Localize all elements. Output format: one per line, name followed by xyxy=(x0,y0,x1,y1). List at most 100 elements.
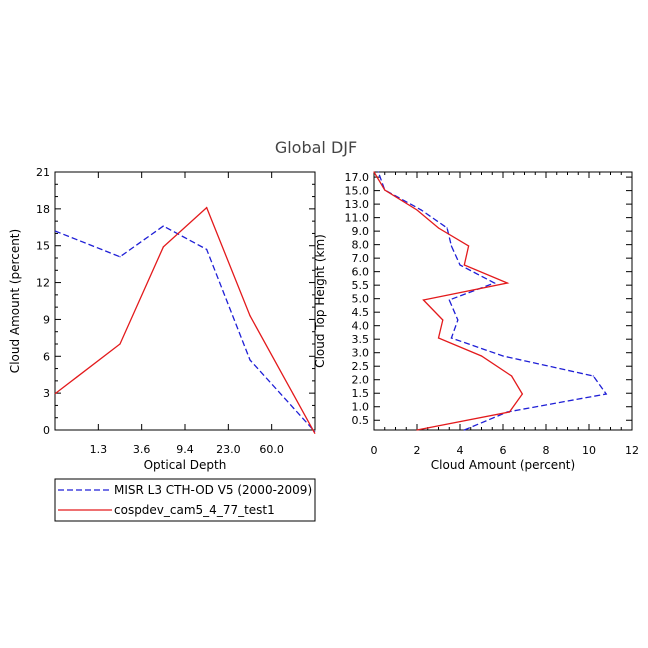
left-x-tick-label: 3.6 xyxy=(133,443,151,456)
left-plot-frame xyxy=(54,171,316,431)
right-y-tick-label: 4.0 xyxy=(352,320,370,333)
right-ticks: 0.51.01.52.02.53.03.54.04.55.05.56.07.08… xyxy=(345,171,640,457)
left-y-tick-label: 18 xyxy=(36,203,50,216)
legend-frame xyxy=(54,478,316,522)
right-y-tick-label: 6.0 xyxy=(352,266,370,279)
right-series-point-1 xyxy=(521,393,523,395)
right-x-tick-label: 4 xyxy=(457,444,464,457)
right-y-tick-label: 2.0 xyxy=(352,374,370,387)
right-series-point-1 xyxy=(437,337,440,339)
figure-title: Global DJF xyxy=(275,138,357,157)
right-series-point-1 xyxy=(373,171,375,173)
right-x-tick-label: 10 xyxy=(582,444,596,457)
left-y-tick-label: 0 xyxy=(43,424,50,437)
right-y-tick-label: 7.0 xyxy=(352,252,370,265)
left-y-tick-label: 21 xyxy=(36,166,50,179)
legend: MISR L3 CTH-OD V5 (2000-2009) cospdev_ca… xyxy=(54,478,316,522)
right-series-point-0 xyxy=(448,299,450,301)
left-series-point-1 xyxy=(76,376,78,378)
right-series-point-1 xyxy=(511,375,513,377)
right-series-point-0 xyxy=(592,375,594,377)
right-series-point-1 xyxy=(422,299,425,301)
right-series-point-1 xyxy=(384,189,386,191)
right-series-point-1 xyxy=(506,282,508,284)
left-series-point-1 xyxy=(162,246,164,248)
right-x-tick-label: 12 xyxy=(625,444,639,457)
left-series-point-1 xyxy=(292,393,294,395)
right-series-point-1 xyxy=(442,319,444,321)
right-y-tick-label: 5.5 xyxy=(352,279,370,292)
right-series-point-0 xyxy=(493,282,495,284)
right-y-tick-label: 4.5 xyxy=(352,306,370,319)
right-x-tick-label: 6 xyxy=(500,444,507,457)
left-y-axis-label: Cloud Amount (percent) xyxy=(8,229,22,373)
right-series-point-0 xyxy=(463,429,465,431)
right-y-tick-label: 11.0 xyxy=(345,212,370,225)
right-series-point-0 xyxy=(377,171,379,173)
left-series-point-0 xyxy=(162,225,164,227)
left-series-point-0 xyxy=(206,248,208,250)
right-series-point-0 xyxy=(450,245,452,247)
left-series-point-0 xyxy=(119,256,121,258)
left-x-tick-label: 1.3 xyxy=(90,443,108,456)
right-y-tick-label: 3.0 xyxy=(352,347,370,360)
right-series-point-1 xyxy=(508,411,511,413)
left-series-point-1 xyxy=(249,315,251,317)
right-y-tick-label: 5.0 xyxy=(352,293,370,306)
right-y-tick-label: 8.0 xyxy=(352,239,370,252)
right-y-tick-label: 3.5 xyxy=(352,333,370,346)
right-y-tick-label: 1.5 xyxy=(352,387,370,400)
right-series-point-0 xyxy=(457,319,459,321)
left-series-point-1 xyxy=(119,343,121,345)
right-y-tick-label: 1.0 xyxy=(352,401,370,414)
right-series-point-1 xyxy=(468,245,470,247)
right-series-point-1 xyxy=(416,429,418,431)
right-x-tick-label: 0 xyxy=(371,444,378,457)
right-series-point-0 xyxy=(502,355,504,357)
left-series-point-0 xyxy=(292,407,294,409)
left-y-tick-label: 12 xyxy=(36,277,50,290)
right-series-point-1 xyxy=(437,227,440,229)
left-series-point-1 xyxy=(206,207,208,209)
right-series-point-1 xyxy=(463,264,465,266)
right-y-tick-label: 17.0 xyxy=(345,171,370,184)
right-series-point-0 xyxy=(450,337,452,339)
left-series-line-0 xyxy=(54,225,316,433)
right-series-point-1 xyxy=(416,209,418,211)
left-x-tick-label: 60.0 xyxy=(259,443,284,456)
left-series-line-1 xyxy=(54,206,316,434)
right-series-point-1 xyxy=(480,355,483,357)
left-y-tick-label: 6 xyxy=(43,350,50,363)
right-series-point-0 xyxy=(459,264,461,266)
left-y-tick-label: 15 xyxy=(36,240,50,253)
right-y-tick-label: 9.0 xyxy=(352,225,370,238)
right-y-tick-label: 0.5 xyxy=(352,414,370,427)
left-x-tick-label: 23.0 xyxy=(216,443,241,456)
left-x-tick-label: 9.4 xyxy=(176,443,194,456)
left-y-tick-label: 9 xyxy=(43,313,50,326)
legend-label-cosp: cospdev_cam5_4_77_test1 xyxy=(114,503,275,517)
right-plot-frame xyxy=(373,171,633,431)
left-y-tick-label: 3 xyxy=(43,387,50,400)
right-x-tick-label: 2 xyxy=(414,444,421,457)
left-ticks: 0 3 6 9 12 15 18 21 1.3 3.6 9.4 23.0 60.0 xyxy=(36,166,315,456)
right-y-axis-label: Cloud Top Height (km) xyxy=(313,234,327,368)
legend-label-misr: MISR L3 CTH-OD V5 (2000-2009) xyxy=(114,483,312,497)
left-series-point-0 xyxy=(249,359,251,361)
left-x-axis-label: Optical Depth xyxy=(144,458,227,472)
right-series xyxy=(373,171,608,431)
right-series-point-0 xyxy=(446,227,448,229)
left-series-point-0 xyxy=(76,238,78,241)
left-series xyxy=(54,206,316,434)
left-plot: 0 3 6 9 12 15 18 21 1.3 3.6 9.4 23.0 60.0 Optical De… xyxy=(8,166,316,472)
right-series-line-0 xyxy=(377,171,608,431)
right-series-point-0 xyxy=(605,393,607,395)
right-series-line-1 xyxy=(373,171,524,431)
right-y-tick-label: 2.5 xyxy=(352,360,370,373)
right-y-tick-label: 13.0 xyxy=(345,198,370,211)
right-plot: 0.51.01.52.02.53.03.54.04.55.05.56.07.08… xyxy=(313,171,639,472)
right-x-axis-label: Cloud Amount (percent) xyxy=(431,458,575,472)
right-x-tick-label: 8 xyxy=(543,444,550,457)
right-series-point-0 xyxy=(420,209,422,211)
